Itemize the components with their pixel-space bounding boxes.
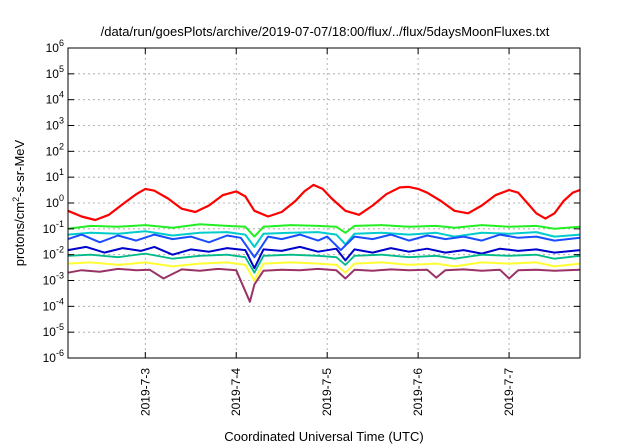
- y-tick-exponent: 5: [59, 64, 64, 74]
- y-tick-base: 10: [46, 196, 60, 210]
- chart-title: /data/run/goesPlots/archive/2019-07-07/1…: [101, 24, 550, 39]
- y-tick-exponent: 0: [59, 193, 64, 203]
- y-tick-exponent: 4: [59, 90, 64, 100]
- y-tick-label: 102: [46, 141, 64, 158]
- x-tick-label: 2019-7-3: [138, 368, 152, 416]
- y-tick-exponent: -2: [56, 245, 64, 255]
- series-line-8: [67, 267, 581, 303]
- y-tick-base: 10: [43, 351, 57, 365]
- x-tick-label: 2019-7-5: [320, 368, 334, 416]
- y-tick-base: 10: [46, 144, 60, 158]
- y-tick-exponent: -4: [56, 296, 64, 306]
- y-axis-label-suffix: -s-sr-MeV: [12, 139, 27, 196]
- x-axis-ticks: 2019-7-3 2019-7-4 2019-7-5 2019-7-6 2019-7-7: [138, 48, 516, 416]
- y-tick-label: 100: [46, 193, 64, 210]
- data-series: [67, 183, 581, 303]
- y-tick-base: 10: [43, 274, 57, 288]
- y-tick-label: 10-3: [43, 271, 64, 288]
- y-tick-exponent: 2: [59, 141, 64, 151]
- x-tick-label: 2019-7-4: [229, 368, 243, 416]
- y-tick-base: 10: [46, 67, 60, 81]
- series-line-4: [67, 233, 581, 259]
- y-tick-base: 10: [43, 325, 57, 339]
- y-tick-exponent: -3: [56, 271, 64, 281]
- series-line-7: [67, 261, 581, 282]
- y-tick-label: 106: [46, 38, 64, 55]
- y-tick-base: 10: [43, 299, 57, 313]
- y-tick-label: 101: [46, 167, 64, 184]
- y-tick-base: 10: [43, 248, 57, 262]
- y-tick-exponent: -6: [56, 348, 64, 358]
- x-tick-label: 2019-7-6: [411, 368, 425, 416]
- x-tick-label: 2019-7-7: [502, 368, 516, 416]
- y-tick-label: 10-5: [43, 322, 64, 339]
- series-line-6: [67, 252, 581, 274]
- y-tick-exponent: 6: [59, 38, 64, 48]
- y-axis-label: protons/cm2-s-sr-MeV: [11, 139, 27, 266]
- y-tick-exponent: -5: [56, 322, 64, 332]
- y-axis-ticks: 10610510410310210110010-110-210-310-410-…: [43, 38, 580, 365]
- y-tick-base: 10: [46, 41, 60, 55]
- series-line-5: [67, 245, 581, 270]
- x-axis-label: Coordinated Universal Time (UTC): [224, 429, 423, 444]
- y-tick-exponent: 1: [59, 167, 64, 177]
- y-tick-label: 103: [46, 116, 64, 133]
- y-tick-base: 10: [46, 170, 60, 184]
- y-tick-label: 10-6: [43, 348, 64, 365]
- y-tick-base: 10: [46, 119, 60, 133]
- y-axis-label-prefix: protons/cm: [12, 202, 27, 266]
- series-line-1: [67, 183, 581, 222]
- y-tick-exponent: 3: [59, 116, 64, 126]
- y-tick-base: 10: [43, 222, 57, 236]
- y-tick-label: 10-1: [43, 219, 64, 236]
- series-line-2: [67, 223, 581, 238]
- y-tick-label: 104: [46, 90, 64, 107]
- y-tick-exponent: -1: [56, 219, 64, 229]
- y-tick-label: 10-2: [43, 245, 64, 262]
- series-line-3: [67, 230, 581, 248]
- y-tick-label: 10-4: [43, 296, 64, 313]
- y-axis-label-sup: 2: [11, 197, 21, 202]
- grid-lines: [68, 48, 580, 358]
- y-tick-base: 10: [46, 93, 60, 107]
- y-tick-label: 105: [46, 64, 64, 81]
